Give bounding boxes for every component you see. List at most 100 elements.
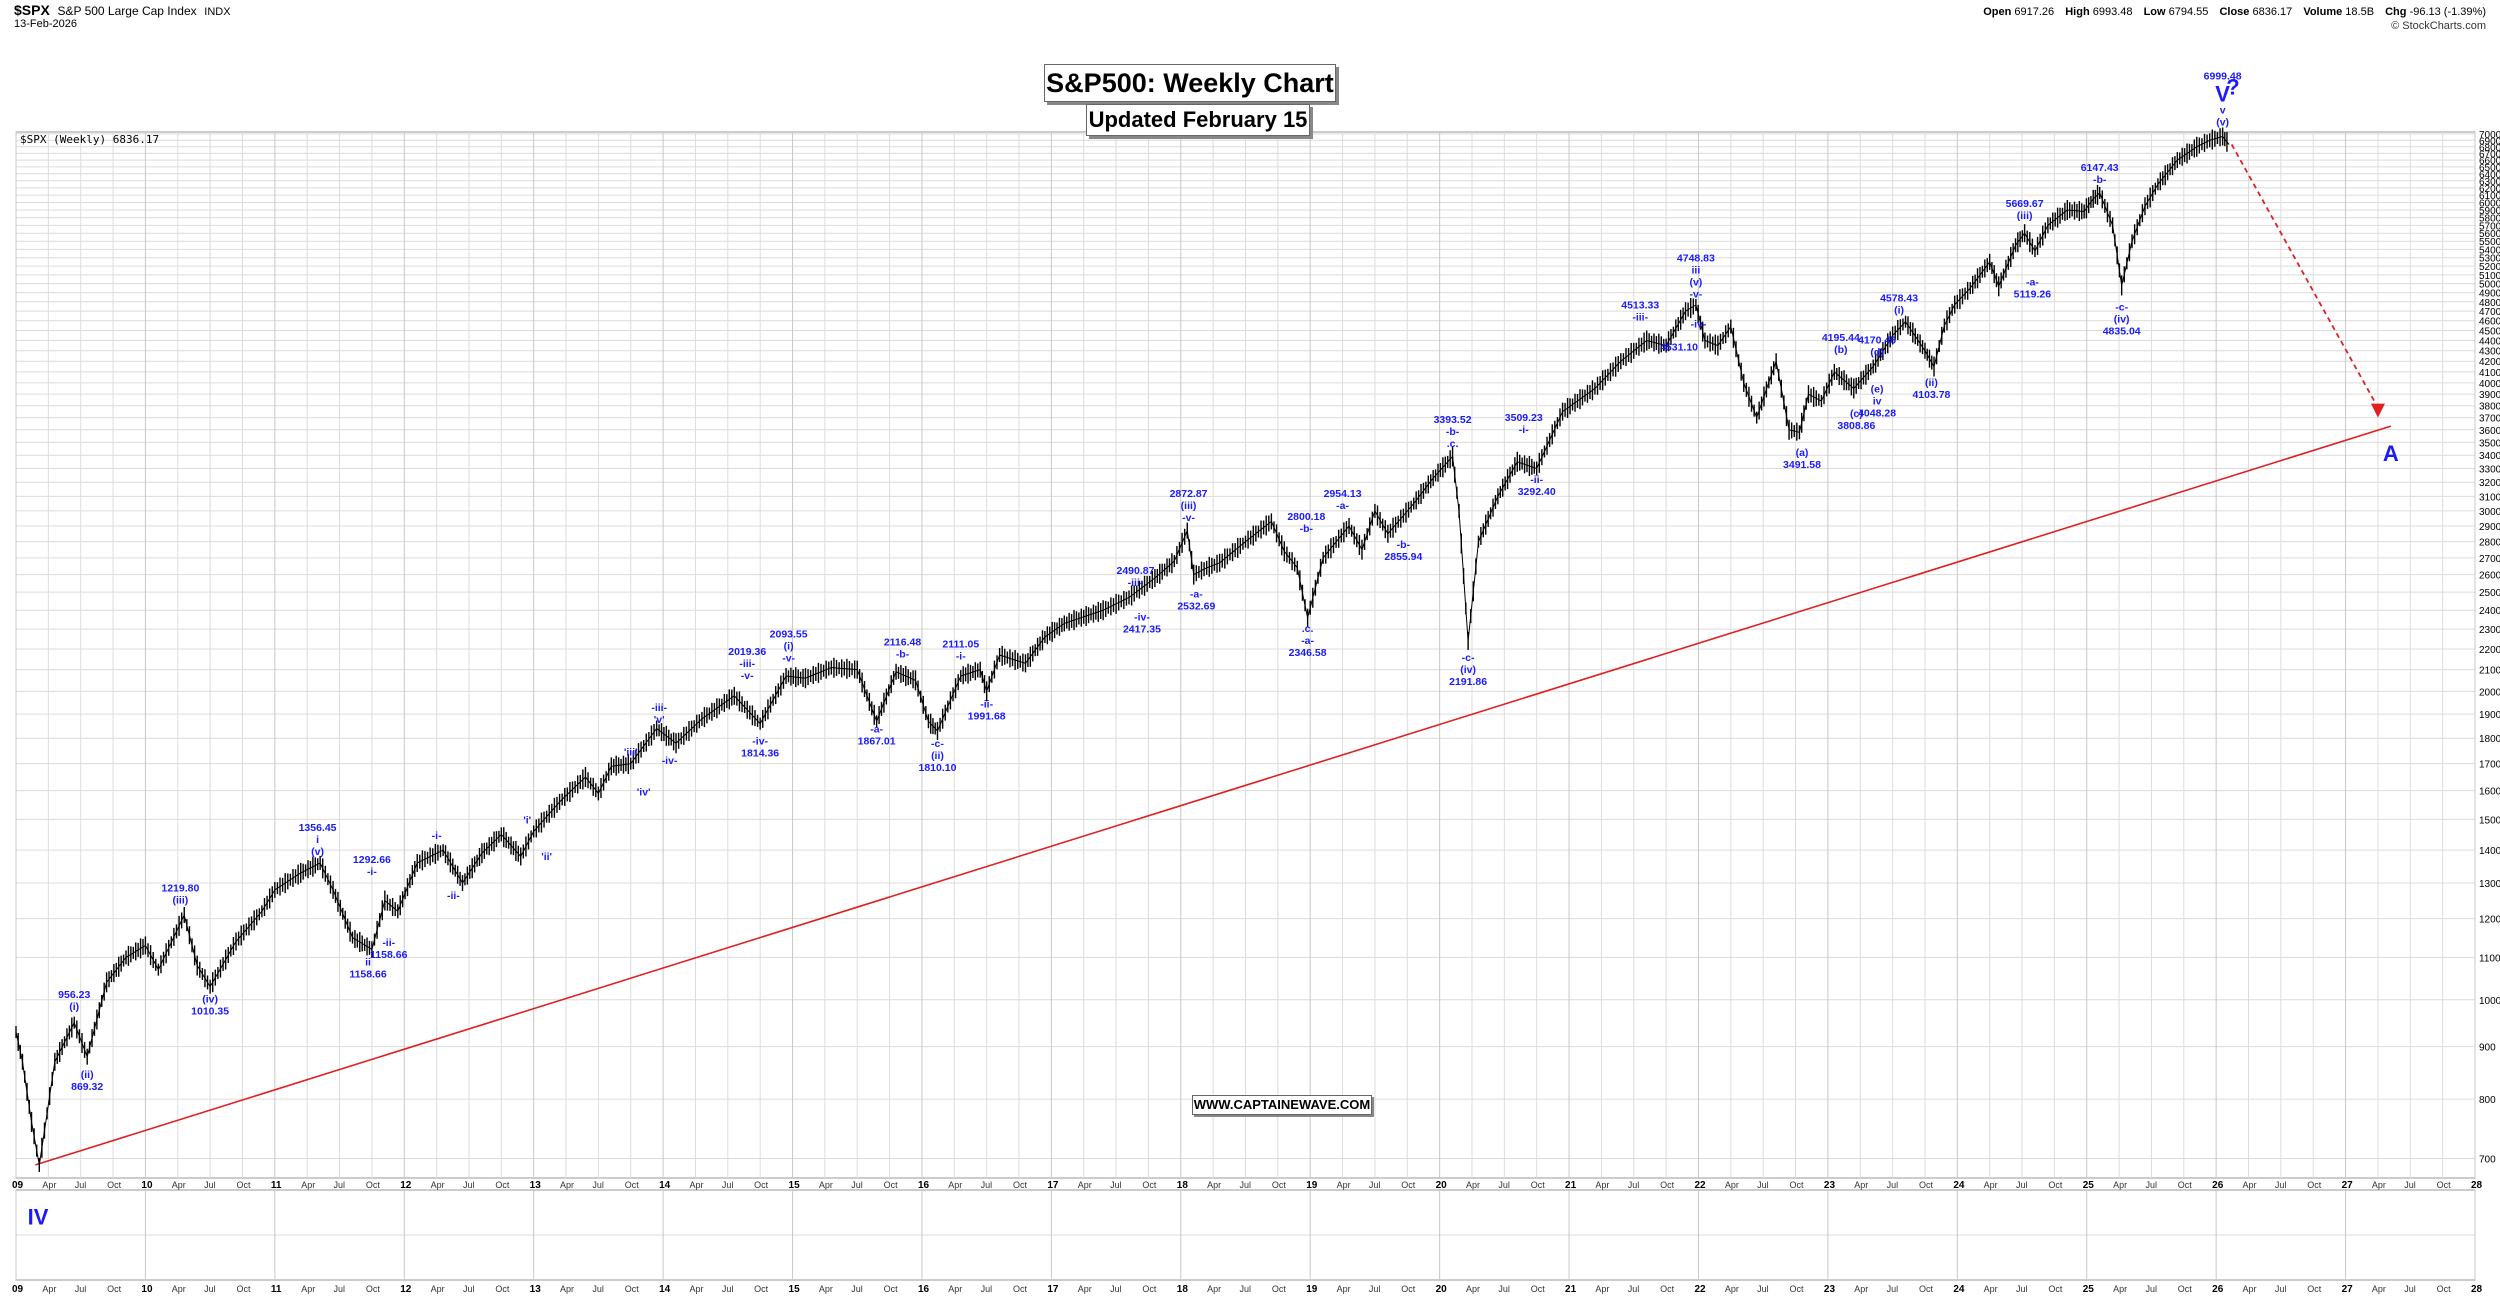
wave-label: 2954.13 [1324,488,1362,500]
price-line [15,135,2230,1165]
month-tick-label: Jul [334,1284,346,1294]
wave-label: (v) [311,846,324,858]
wave-label: -i- [956,651,966,663]
y-tick-label: 3300 [2479,465,2500,476]
month-tick-label: Apr [2113,1284,2127,1294]
year-tick-label: 23 [1824,1284,1836,1295]
month-tick-label: Apr [1984,1180,1998,1190]
wave-label: (ii) [931,750,944,762]
y-tick-label: 5200 [2479,262,2500,273]
month-tick-label: Apr [560,1284,574,1294]
month-tick-label: Oct [1013,1284,1028,1294]
month-tick-label: Oct [625,1180,640,1190]
wave-label: 3808.86 [1837,420,1875,432]
year-tick-label: 12 [400,1180,412,1191]
month-tick-label: Jul [75,1284,87,1294]
month-tick-label: Oct [754,1284,769,1294]
y-tick-label: 2100 [2479,666,2500,677]
month-tick-label: Apr [689,1180,703,1190]
month-tick-label: Apr [1595,1284,1609,1294]
y-tick-label: 6300 [2479,177,2500,188]
month-tick-label: Jul [2016,1180,2028,1190]
wave-label: -b- [896,648,910,660]
month-tick-label: Oct [1401,1180,1416,1190]
wave-label: (iii) [2017,210,2033,222]
wave-label: -i- [432,830,442,842]
year-tick-label: 26 [2212,1180,2224,1191]
chg-value: -96.13 (-1.39%) [2409,6,2486,18]
month-tick-label: Oct [1790,1284,1805,1294]
wave-label: -a- [870,724,883,736]
wave-label: 4103.78 [1912,389,1950,401]
wave-label: v [2220,104,2226,116]
low-label: Low [2143,6,2166,18]
month-tick-label: Oct [1272,1284,1287,1294]
month-tick-label: Apr [1207,1284,1221,1294]
month-tick-label: Oct [1790,1180,1805,1190]
wave-label: (e) [1871,383,1884,395]
wave-label: 1814.36 [741,747,779,759]
month-tick-label: Apr [1337,1180,1351,1190]
year-tick-label: 28 [2471,1284,2483,1295]
year-tick-label: 09 [12,1180,24,1191]
y-tick-label: 1200 [2479,915,2500,926]
month-tick-label: Jul [851,1180,863,1190]
year-tick-label: 16 [918,1180,930,1191]
y-tick-label: 3200 [2479,478,2500,489]
month-tick-label: Apr [948,1180,962,1190]
year-tick-label: 18 [1177,1284,1189,1295]
wave-label: -v- [741,670,754,682]
wave-label: i [316,834,319,846]
month-tick-label: Oct [2437,1180,2452,1190]
wave-label: -b- [1397,539,1411,551]
y-tick-label: 6800 [2479,143,2500,154]
wave-label: 2872.87 [1170,488,1208,500]
y-tick-label: 4800 [2479,298,2500,309]
month-tick-label: Oct [107,1180,122,1190]
wave-label: -b- [2093,174,2107,186]
y-tick-label: 900 [2479,1043,2496,1054]
wave-label: (i) [1894,305,1904,317]
year-tick-label: 28 [2471,1180,2483,1191]
y-tick-label: 4300 [2479,347,2500,358]
month-tick-label: Jul [463,1284,475,1294]
month-tick-label: Jul [722,1180,734,1190]
wave-label: 869.32 [71,1081,103,1093]
month-tick-label: Jul [1369,1180,1381,1190]
month-tick-label: Apr [301,1284,315,1294]
month-tick-label: Apr [42,1180,56,1190]
wave-label: 1356.45 [299,822,337,834]
year-tick-label: 26 [2212,1284,2224,1295]
year-tick-label: 22 [1694,1180,1706,1191]
y-tick-label: 5400 [2479,245,2500,256]
wave-label: A [2383,441,2399,466]
watermark-url: WWW.CAPTAINEWAVE.COM [1192,1095,1372,1115]
month-tick-label: Oct [2048,1180,2063,1190]
wave-label: 4048.28 [1858,407,1896,419]
support-trendline [35,425,2392,1166]
year-tick-label: 14 [659,1284,671,1295]
wave-label: (ii) [81,1069,94,1081]
year-tick-label: 19 [1306,1284,1318,1295]
y-tick-label: 5500 [2479,237,2500,248]
y-tick-label: 2600 [2479,571,2500,582]
month-tick-label: Jul [722,1284,734,1294]
month-tick-label: Jul [981,1284,993,1294]
open-label: Open [1983,6,2012,18]
wave-label: 5119.26 [2014,289,2052,301]
wave-label: -iv- [1691,318,1707,330]
chart-title-box: S&P500: Weekly Chart [1044,64,1336,102]
year-tick-label: 27 [2342,1284,2354,1295]
month-tick-label: Jul [2145,1284,2157,1294]
y-tick-label: 1700 [2479,760,2500,771]
wave-label: -iii- [651,702,667,714]
month-tick-label: Apr [2243,1180,2257,1190]
wave-label: (a) [1796,447,1809,459]
month-tick-label: Jul [1110,1284,1122,1294]
month-tick-label: Jul [1240,1180,1252,1190]
header-symbol-line: $SPX S&P 500 Large Cap Index INDX [14,2,231,18]
close-label: Close [2219,6,2250,18]
wave-label: (iii) [172,894,188,906]
wave-label: 2093.55 [770,629,808,641]
wave-label: 4513.33 [1621,300,1659,312]
